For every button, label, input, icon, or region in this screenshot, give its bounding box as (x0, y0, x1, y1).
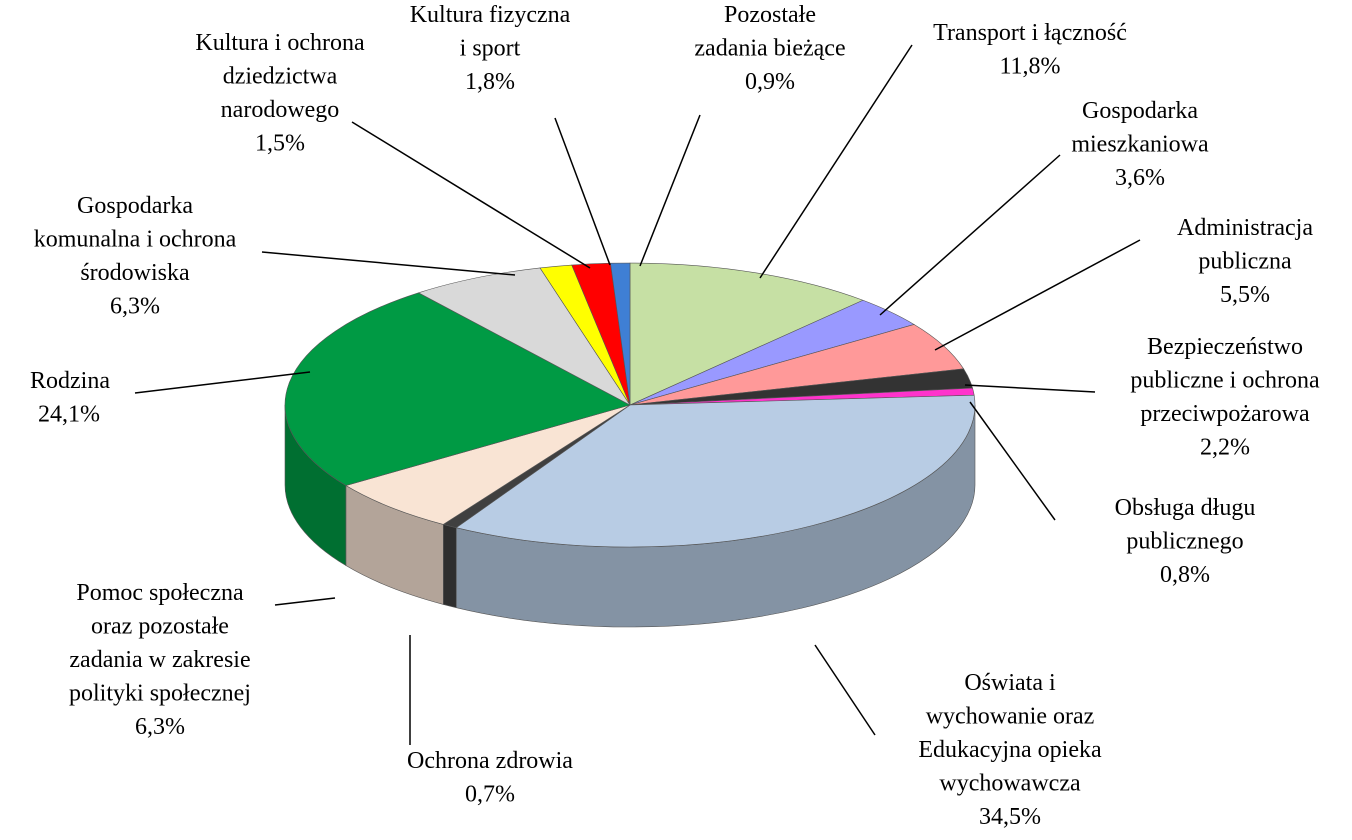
leader-line (134, 371, 311, 394)
leader-line (554, 117, 611, 266)
slice-label: Obsługa długu publicznego (1115, 495, 1256, 555)
slice-label: Kultura fizyczna i sport (410, 2, 571, 62)
leader-line (261, 251, 516, 276)
slice-label: Kultura i ochrona dziedzictwa narodowego (195, 30, 365, 123)
leader-line (351, 121, 591, 269)
slice-label: Pomoc społeczna oraz pozostałe zadania w z… (69, 580, 251, 707)
slice (629, 262, 864, 406)
value-label: 6,3% (110, 294, 160, 320)
slice-label: Pozostałe zadania bieżące (694, 2, 845, 62)
slice-label: Ochrona zdrowia (407, 748, 573, 774)
slice (345, 404, 631, 525)
slice-label: Oświata i wychowanie oraz Edukacyjna opiek… (918, 670, 1102, 797)
value-label: 1,5% (255, 131, 305, 157)
value-label: 6,3% (135, 714, 185, 740)
value-label: 11,8% (999, 54, 1060, 80)
slice-side (443, 524, 457, 609)
leader-line (759, 44, 913, 279)
leader-line (274, 597, 336, 606)
value-label: 2,2% (1200, 435, 1250, 461)
value-label: 34,5% (979, 804, 1041, 830)
slice-label: Transport i łączność (933, 20, 1127, 46)
value-label: 0,9% (745, 69, 795, 95)
leader-line (964, 384, 1096, 393)
slice-label: Gospodarka mieszkaniowa (1071, 98, 1209, 158)
leader-line (969, 401, 1056, 521)
value-label: 1,8% (465, 69, 515, 95)
slice-label: Bezpieczeństwo publiczne i ochrona przeciw… (1130, 334, 1320, 427)
leader-line (934, 239, 1141, 351)
slice-label: Gospodarka komunalna i ochrona środowiska (34, 193, 237, 286)
slice-label: Administracja publiczna (1177, 215, 1313, 275)
leader-line (879, 154, 1061, 316)
value-label: 3,6% (1115, 165, 1165, 191)
slice-label: Rodzina (30, 368, 110, 394)
leader-line (639, 114, 701, 267)
value-label: 0,7% (465, 782, 515, 808)
leader-line (814, 644, 876, 736)
slice (284, 292, 631, 486)
slice (455, 394, 976, 548)
slice (610, 262, 631, 406)
value-label: 0,8% (1160, 562, 1210, 588)
value-label: 24,1% (38, 402, 100, 428)
slice (417, 267, 631, 406)
value-label: 5,5% (1220, 282, 1270, 308)
